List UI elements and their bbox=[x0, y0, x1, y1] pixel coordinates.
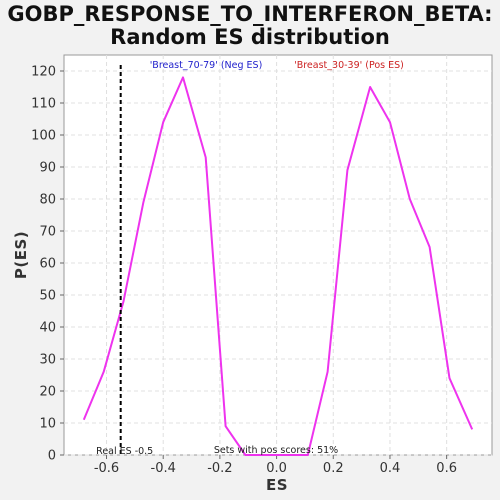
chart-title: GOBP_RESPONSE_TO_INTERFERON_BETA: bbox=[7, 2, 492, 26]
x-tick-label: -0.6 bbox=[94, 461, 119, 476]
y-tick-label: 70 bbox=[39, 225, 56, 240]
y-tick-label: 10 bbox=[39, 417, 56, 432]
y-tick-label: 50 bbox=[39, 289, 56, 304]
y-tick-label: 40 bbox=[39, 321, 56, 336]
y-tick-label: 110 bbox=[31, 97, 56, 112]
plot-area bbox=[63, 54, 493, 456]
x-tick-label: -0.2 bbox=[207, 461, 232, 476]
y-tick-label: 90 bbox=[39, 161, 56, 176]
chart-subtitle: Random ES distribution bbox=[110, 25, 390, 49]
pos-es-label: 'Breast_30-39' (Pos ES) bbox=[294, 60, 404, 71]
x-tick-label: -0.4 bbox=[151, 461, 176, 476]
neg-es-label: 'Breast_70-79' (Neg ES) bbox=[150, 60, 263, 71]
real-es-label: Real ES -0.5 bbox=[96, 446, 153, 457]
x-tick-label: 0.0 bbox=[266, 461, 287, 476]
x-tick-label: 0.6 bbox=[436, 461, 457, 476]
y-tick-label: 0 bbox=[48, 449, 56, 464]
x-tick-label: 0.4 bbox=[380, 461, 401, 476]
y-axis: 0 10 20 30 40 50 60 70 80 90 100 110 120 bbox=[31, 65, 64, 464]
y-tick-label: 80 bbox=[39, 193, 56, 208]
x-axis-label: ES bbox=[266, 476, 288, 494]
series-line bbox=[82, 76, 474, 456]
y-tick-label: 100 bbox=[31, 129, 56, 144]
y-tick-label: 60 bbox=[39, 257, 56, 272]
y-tick-label: 30 bbox=[39, 353, 56, 368]
y-tick-label: 20 bbox=[39, 385, 56, 400]
y-tick-label: 120 bbox=[31, 65, 56, 80]
y-axis-label: P(ES) bbox=[12, 231, 30, 279]
annotations: Real ES -0.5 'Breast_70-79' (Neg ES) 'Brea… bbox=[96, 60, 404, 457]
x-axis: -0.6 -0.4 -0.2 0.0 0.2 0.4 0.6 bbox=[94, 455, 457, 476]
pos-scores-label: Sets with pos scores: 51% bbox=[214, 445, 338, 456]
x-tick-label: 0.2 bbox=[323, 461, 344, 476]
series-group bbox=[82, 76, 474, 456]
